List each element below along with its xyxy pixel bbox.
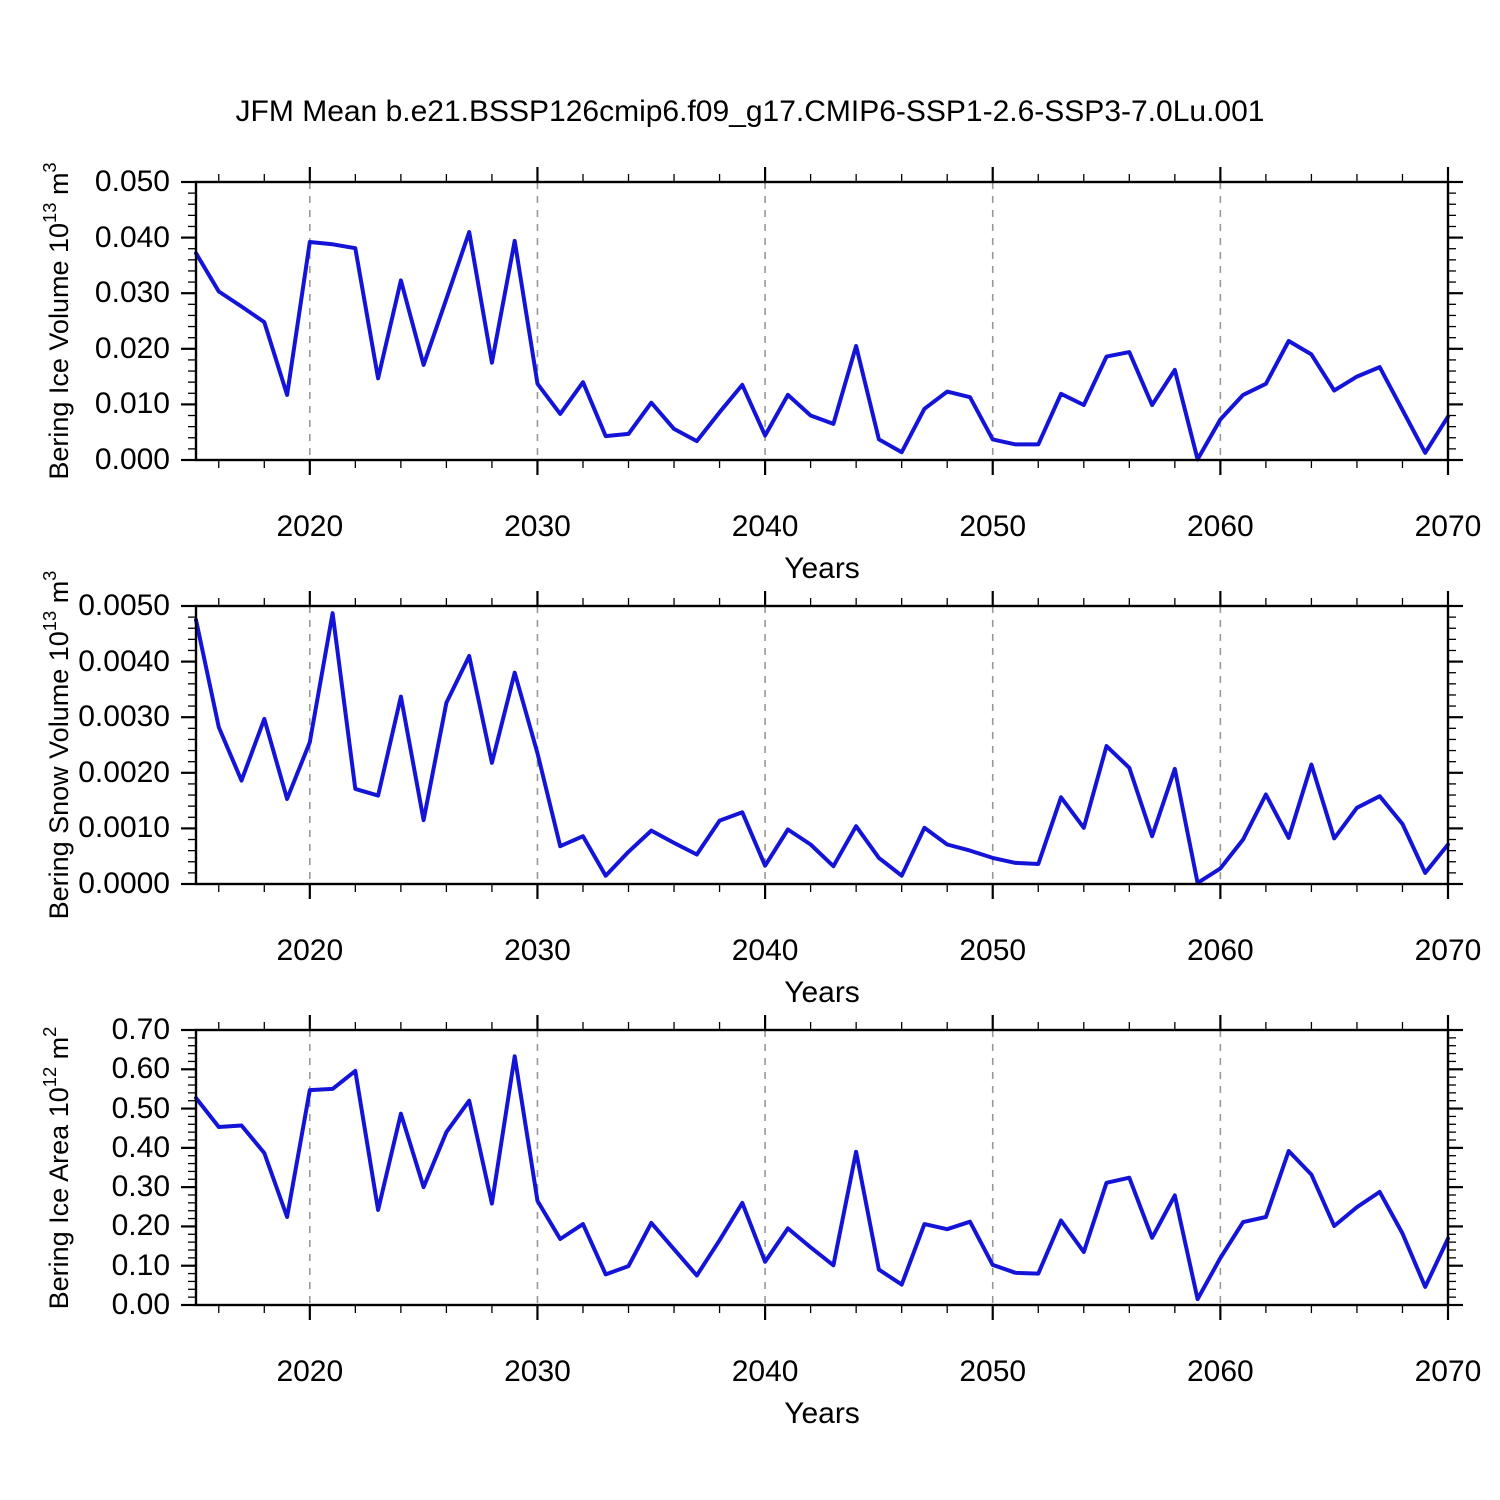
y-tick-label: 0.00 — [111, 1288, 170, 1321]
y-tick-label: 0.20 — [111, 1209, 170, 1243]
x-axis-title: Years — [784, 552, 860, 585]
panel-bering-snow-volume — [181, 591, 1463, 899]
x-tick-label: 2070 — [1414, 934, 1482, 967]
x-tick-label: 2050 — [959, 510, 1027, 543]
x-tick-label: 2070 — [1414, 1355, 1482, 1388]
axis-frame — [194, 180, 1450, 462]
y-tick-label: 0.10 — [111, 1248, 170, 1282]
y-tick-label: 0.030 — [94, 276, 170, 310]
x-tick-label: 2060 — [1186, 934, 1254, 967]
x-tick-label: 2020 — [276, 510, 344, 543]
y-tick-label: 0.050 — [94, 165, 170, 198]
y-axis-title-superscript: 13 — [39, 610, 61, 632]
y-tick-label: 0.0000 — [78, 867, 170, 900]
y-axis-title-text: Bering Ice Volume 10 — [44, 222, 74, 480]
x-tick-label: 2030 — [504, 510, 571, 543]
x-axis-title: Years — [784, 1397, 860, 1430]
data-line-bering-snow-volume — [194, 611, 1450, 885]
y-tick-label: 0.60 — [111, 1052, 170, 1086]
y-axis-title-superscript: 13 — [39, 202, 61, 223]
axis-frame — [194, 604, 1450, 886]
data-line-bering-ice-volume — [194, 230, 1450, 462]
y-axis-title-text: Bering Ice Area 10 — [44, 1086, 74, 1309]
y-axis-title-text: m — [44, 1036, 74, 1067]
axis-frame — [194, 1028, 1450, 1307]
y-tick-label: 0.020 — [94, 331, 170, 365]
x-tick-label: 2020 — [276, 934, 344, 967]
y-tick-label: 0.0050 — [78, 589, 170, 622]
x-tick-label: 2060 — [1186, 510, 1254, 543]
y-axis-title-text: m — [44, 580, 74, 611]
y-tick-label: 0.50 — [111, 1091, 170, 1125]
data-line-bering-ice-area — [194, 1054, 1450, 1302]
panel-bering-ice-volume — [181, 167, 1463, 475]
x-tick-label: 2030 — [504, 1355, 571, 1388]
x-tick-label: 2070 — [1414, 510, 1482, 543]
y-axis-title-superscript: 12 — [39, 1066, 61, 1087]
x-tick-label: 2040 — [731, 510, 799, 543]
y-tick-label: 0.0020 — [78, 755, 170, 789]
y-axis-title-superscript: 3 — [39, 570, 61, 581]
y-tick-label: 0.70 — [111, 1013, 170, 1046]
y-tick-label: 0.000 — [94, 443, 170, 476]
y-axis-title-superscript: 3 — [39, 162, 61, 173]
y-axis-title-text: m — [44, 172, 74, 203]
x-tick-label: 2040 — [731, 934, 799, 967]
figure-title: JFM Mean b.e21.BSSP126cmip6.f09_g17.CMIP… — [235, 95, 1265, 128]
x-tick-label: 2020 — [276, 1355, 344, 1388]
y-tick-label: 0.010 — [94, 387, 170, 421]
x-tick-label: 2050 — [959, 934, 1027, 967]
y-tick-label: 0.0030 — [78, 700, 170, 734]
y-tick-label: 0.040 — [94, 220, 170, 254]
y-axis-title-superscript: 2 — [39, 1026, 61, 1037]
x-tick-label: 2050 — [959, 1355, 1027, 1388]
panel-bering-ice-area — [181, 1015, 1463, 1320]
y-tick-label: 0.40 — [111, 1130, 170, 1164]
x-tick-label: 2040 — [731, 1355, 799, 1388]
y-axis-title: Bering Ice Area 1012 m2 — [32, 868, 74, 1468]
x-axis-title: Years — [784, 976, 860, 1009]
x-tick-label: 2030 — [504, 934, 571, 967]
y-tick-label: 0.0040 — [78, 644, 170, 678]
y-tick-label: 0.30 — [111, 1170, 170, 1204]
x-tick-label: 2060 — [1186, 1355, 1254, 1388]
y-tick-label: 0.0010 — [78, 811, 170, 845]
